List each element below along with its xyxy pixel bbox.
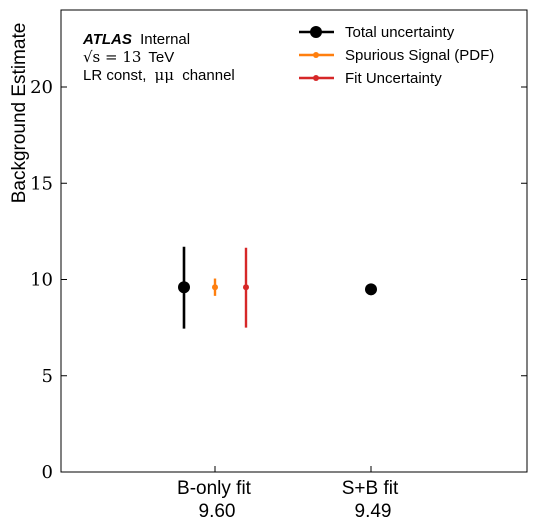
data-point (243, 284, 249, 291)
plot-frame (60, 9, 528, 473)
x-tick-label: S+B fit (342, 478, 399, 499)
y-tick-label: 15 (30, 173, 53, 194)
data-point (178, 281, 190, 294)
x-tick-label: B-only fit (177, 478, 252, 499)
legend-entry-label: Spurious Signal (PDF) (345, 47, 494, 64)
energy-value: √s = 13 (83, 48, 141, 66)
svg-text:LR const, μμ chann: LR const, μμ channel (83, 66, 235, 84)
y-tick-label: 0 (42, 462, 53, 483)
x-tick-value-label: 9.60 (199, 501, 236, 522)
atlas-label: ATLAS Internal √s = 13 TeV LR const, μμ … (82, 31, 235, 84)
legend-marker (313, 75, 319, 81)
atlas-status-label: Internal (140, 31, 190, 48)
y-axis-ticks: 0 5 10 15 20 (30, 77, 527, 483)
y-tick-label: 10 (30, 270, 53, 291)
x-tick-value-label: 9.49 (355, 501, 392, 522)
energy-unit: TeV (148, 49, 174, 66)
svg-text:√s = 13 TeV: √s = 13 TeV (83, 48, 174, 66)
data-marks (178, 246, 377, 329)
channel-label: channel (182, 67, 235, 84)
channel-symbol: μμ (155, 66, 175, 84)
y-tick-label: 20 (30, 77, 53, 98)
legend-marker (313, 52, 319, 58)
y-tick-label: 5 (42, 366, 53, 387)
legend-entry-label: Total uncertainty (345, 24, 455, 41)
selection-label: LR const, (83, 67, 146, 84)
data-point (212, 284, 218, 291)
legend-entry-label: Fit Uncertainty (345, 70, 442, 87)
data-point (365, 283, 377, 296)
atlas-experiment-label: ATLAS (82, 31, 132, 48)
legend: Total uncertainty Spurious Signal (PDF) Fi… (299, 24, 494, 87)
y-axis-label: Background Estimate (9, 23, 30, 204)
svg-text:ATLAS Internal: ATLAS Internal (82, 31, 190, 48)
legend-marker (310, 26, 322, 38)
